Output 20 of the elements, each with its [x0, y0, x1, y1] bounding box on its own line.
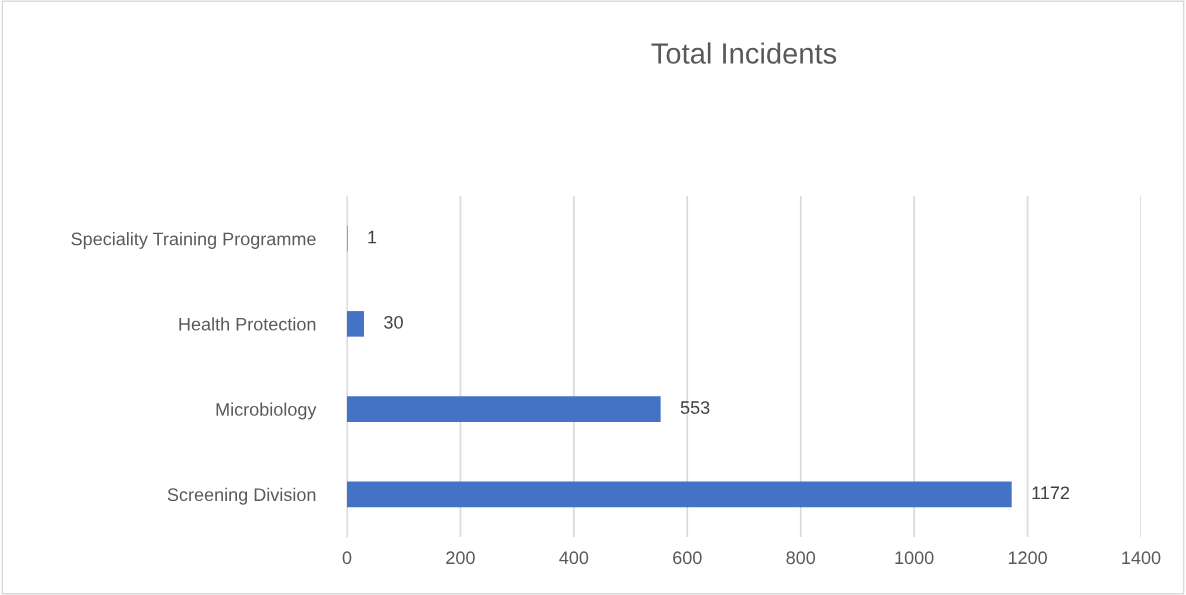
data-label: 1172: [1032, 486, 1070, 500]
y-tick-label: Speciality Training Programme: [71, 232, 316, 249]
x-tick-label: 0: [342, 551, 352, 565]
x-tick-label: 400: [559, 551, 589, 565]
x-tick-label: 1000: [895, 551, 934, 565]
bar: [347, 396, 661, 422]
data-label: 30: [384, 315, 403, 329]
y-tick-label: Screening Division: [167, 487, 316, 505]
data-label: 553: [680, 401, 710, 414]
x-tick-label: 1400: [1122, 551, 1161, 565]
y-tick-label: Health Protection: [179, 317, 316, 331]
bar: [347, 481, 1012, 508]
bar: [347, 311, 365, 337]
data-label: 1: [368, 230, 377, 244]
x-tick-label: 600: [673, 551, 702, 565]
chart-title: Total Incidents: [651, 42, 837, 64]
y-tick-label: Microbiology: [216, 402, 317, 420]
x-tick-label: 800: [786, 551, 816, 565]
x-tick-label: 200: [446, 551, 475, 565]
x-tick-label: 1200: [1008, 551, 1047, 565]
